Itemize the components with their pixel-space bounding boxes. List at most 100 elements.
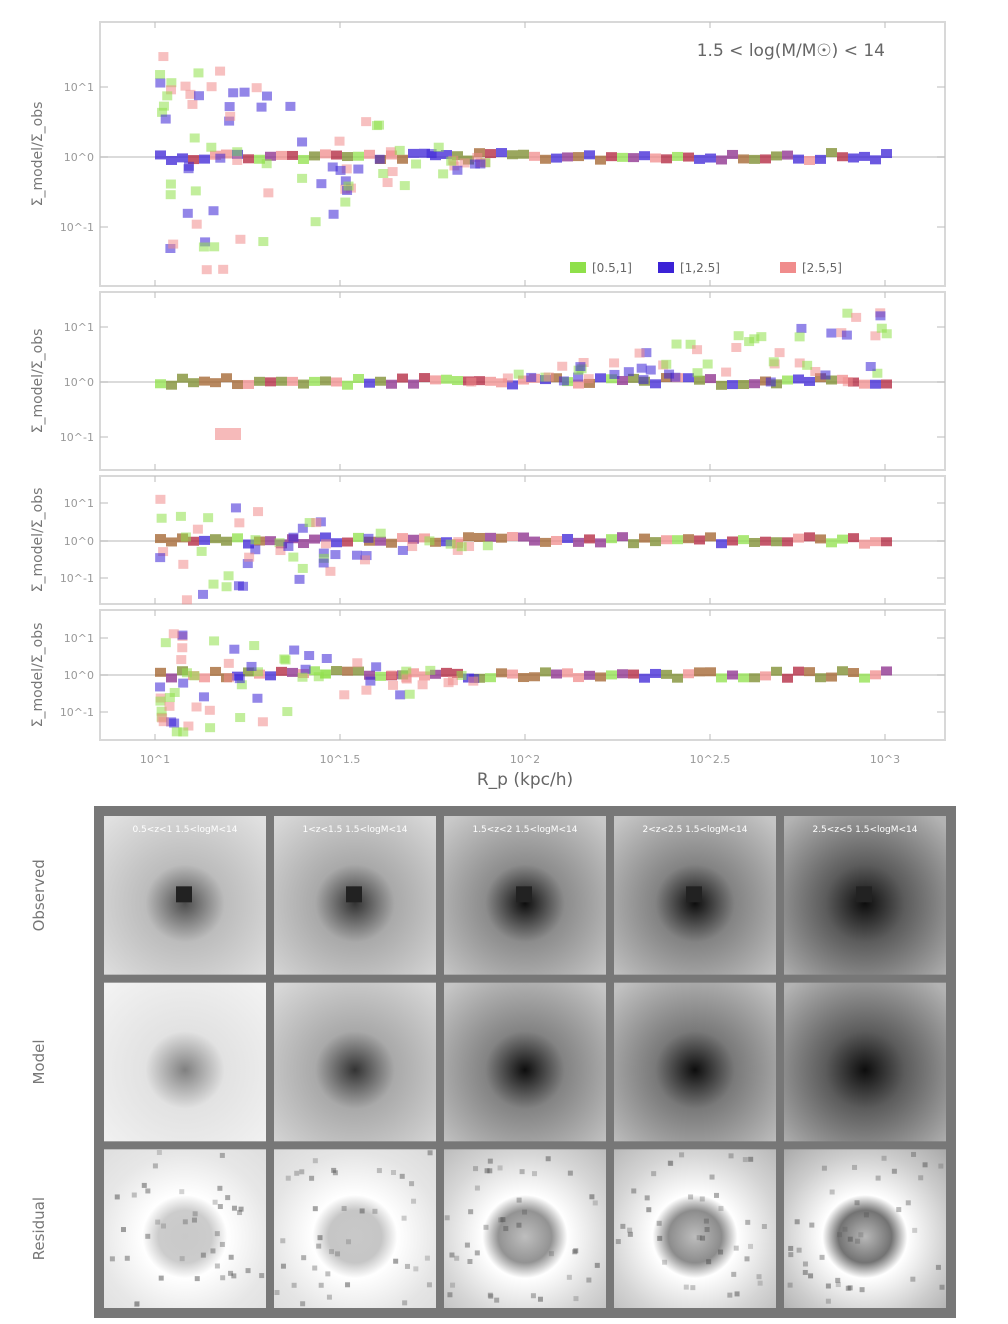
data-point <box>606 152 617 162</box>
data-point <box>558 376 569 386</box>
data-point <box>166 380 177 390</box>
data-point <box>320 669 331 679</box>
residual-speckle <box>280 1238 286 1244</box>
residual-speckle <box>808 1273 814 1279</box>
residual-speckle <box>131 1192 137 1198</box>
data-point <box>192 524 203 534</box>
residual-speckle <box>627 1227 633 1233</box>
data-point <box>199 376 210 386</box>
residual-speckle <box>145 1233 151 1239</box>
x-tick-label: 10^3 <box>870 753 900 766</box>
data-point <box>309 151 320 161</box>
data-point <box>749 537 760 547</box>
data-point <box>254 376 265 386</box>
data-point <box>543 372 554 382</box>
data-point <box>768 357 779 367</box>
data-point <box>386 538 397 548</box>
cell-image <box>614 1149 776 1308</box>
data-point <box>584 150 595 160</box>
data-point <box>727 380 738 390</box>
data-point <box>189 133 200 143</box>
data-point <box>155 150 166 160</box>
residual-speckle <box>757 1280 763 1286</box>
data-point <box>242 559 253 569</box>
residual-speckle <box>219 1241 225 1247</box>
residual-speckle <box>404 1263 410 1269</box>
row-label-model: Model <box>30 1039 48 1084</box>
residual-speckle <box>854 1200 860 1206</box>
data-point <box>158 547 169 557</box>
data-point <box>815 673 826 683</box>
data-point <box>685 339 696 349</box>
residual-speckle <box>231 1205 237 1211</box>
residual-speckle <box>845 1285 851 1291</box>
data-point <box>365 676 376 686</box>
residual-speckle <box>245 1268 251 1274</box>
data-point <box>361 685 372 695</box>
data-point <box>671 339 682 349</box>
figure-annotation: 1.5 < log(M/M☉) < 14 <box>697 41 885 61</box>
residual-speckle <box>497 1165 503 1171</box>
residual-speckle <box>656 1220 662 1226</box>
residual-speckle <box>787 1282 793 1288</box>
data-point <box>198 242 209 252</box>
data-point <box>664 369 675 379</box>
data-point <box>160 638 171 648</box>
residual-speckle <box>179 1256 185 1262</box>
data-point <box>507 150 518 160</box>
residual-speckle <box>359 1208 365 1214</box>
data-point <box>340 197 351 207</box>
data-point <box>233 581 244 591</box>
data-point <box>375 671 386 681</box>
residual-speckle <box>704 1227 710 1233</box>
residual-speckle <box>152 1163 158 1169</box>
data-point <box>507 532 518 542</box>
residual-speckle <box>426 1282 432 1288</box>
data-point <box>265 377 276 387</box>
data-point <box>841 330 852 340</box>
data-point <box>441 374 452 384</box>
data-point <box>793 666 804 676</box>
data-point <box>502 373 513 383</box>
data-point <box>650 153 661 163</box>
cell-image <box>784 982 946 1142</box>
residual-speckle <box>939 1284 945 1290</box>
data-point <box>529 151 540 161</box>
residual-speckle <box>566 1274 572 1280</box>
data-point <box>404 689 415 699</box>
data-point <box>749 673 760 683</box>
data-point <box>557 361 568 371</box>
data-point <box>249 641 260 651</box>
data-point <box>836 328 847 338</box>
residual-speckle <box>390 1169 396 1175</box>
residual-speckle <box>545 1156 551 1162</box>
data-point <box>441 667 452 677</box>
data-point <box>155 70 166 80</box>
data-point <box>851 312 862 322</box>
data-point <box>744 337 755 347</box>
residual-speckle <box>519 1169 525 1175</box>
cell-image <box>274 1149 436 1308</box>
residual-speckle <box>464 1242 470 1248</box>
data-point <box>872 368 883 378</box>
residual-speckle <box>301 1255 307 1261</box>
data-point <box>716 380 727 390</box>
data-point <box>760 536 771 546</box>
data-point <box>318 548 329 558</box>
data-point <box>155 553 166 563</box>
residual-speckle <box>402 1300 408 1306</box>
data-point <box>756 332 767 342</box>
residual-speckle <box>424 1255 430 1261</box>
data-point <box>252 693 263 703</box>
data-point <box>474 376 485 386</box>
residual-speckle <box>345 1282 351 1288</box>
residual-speckle <box>859 1287 865 1293</box>
data-point <box>617 376 628 386</box>
data-point <box>375 376 386 386</box>
data-point <box>433 142 444 152</box>
residual-speckle <box>651 1171 657 1177</box>
data-point <box>193 68 204 78</box>
residual-speckle <box>156 1150 162 1156</box>
grid-cell-model-4 <box>614 982 776 1142</box>
data-point <box>815 154 826 164</box>
